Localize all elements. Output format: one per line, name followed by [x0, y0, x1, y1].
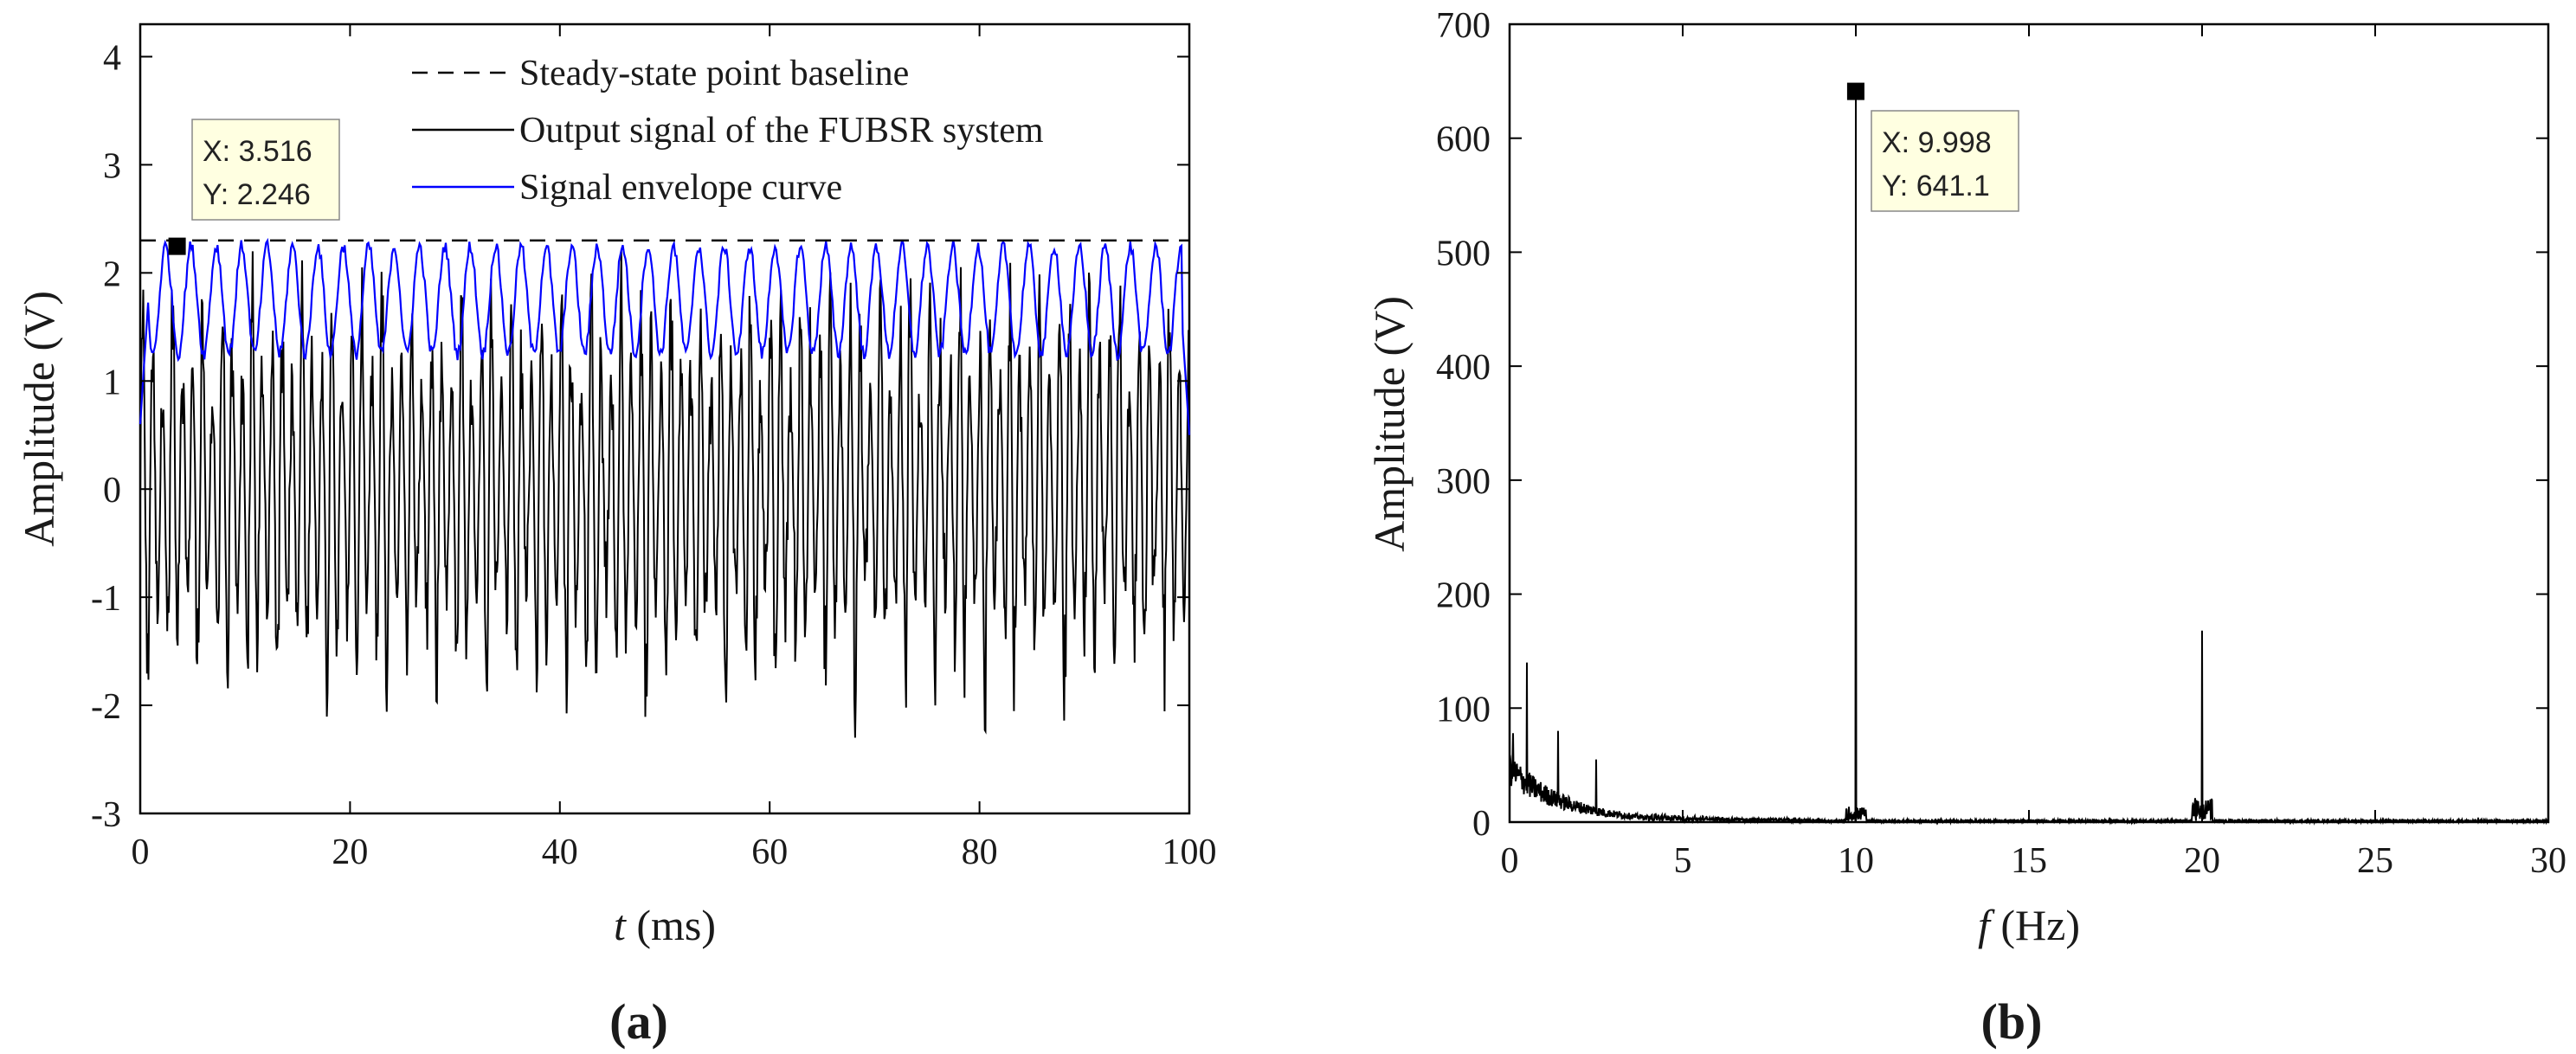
panel-a-datatip-y: Y: 2.246 [203, 178, 311, 211]
panel-b-x-tick-label: 20 [2184, 841, 2220, 881]
panel-b-y-tick-label: 700 [1436, 6, 1491, 46]
panel-a-x-tick-label: 80 [962, 832, 998, 872]
panel-a-ticks: 0 20 40 60 80 100 -3 -2 -1 0 1 2 3 4 [91, 24, 1217, 872]
panel-b-x-tick-label: 15 [2011, 841, 2047, 881]
panel-a-y-tick-label: 4 [103, 38, 121, 78]
panel-b-x-tick-label: 30 [2530, 841, 2566, 881]
panel-a-legend: Steady-state point baseline Output signa… [412, 54, 1044, 208]
panel-b-y-tick-label: 300 [1436, 462, 1491, 502]
panel-b-x-tick-label: 5 [1674, 841, 1692, 881]
panel-b-datatip-box [1871, 110, 2019, 212]
panel-a-x-tick-label: 100 [1162, 832, 1217, 872]
panel-b-datatip-x: X: 9.998 [1882, 126, 1992, 159]
panel-b-x-tick-label: 25 [2357, 841, 2393, 881]
panel-b-y-tick-label: 100 [1436, 690, 1491, 729]
panel-a-plot-area [138, 237, 1191, 738]
panel-a-y-tick-label: 3 [103, 146, 121, 186]
panel-a-datatip-x: X: 3.516 [203, 135, 312, 168]
panel-a-datatip-marker [168, 237, 186, 255]
panel-b-y-tick-label: 500 [1436, 234, 1491, 273]
panel-a-label: (a) [609, 993, 668, 1050]
panel-b-label: (b) [1981, 993, 2043, 1050]
output-signal-line [139, 251, 1190, 738]
panel-b-datatip: X: 9.998 Y: 641.1 [1846, 82, 2019, 212]
panel-a-datatip-box [191, 119, 340, 221]
panel-a-y-tick-label: -3 [91, 795, 121, 835]
panel-a-y-tick-label: 1 [103, 363, 121, 402]
panel-a-x-tick-label: 40 [542, 832, 578, 872]
envelope-curve-line [138, 237, 1191, 435]
legend-output-label: Output signal of the FUBSR system [519, 111, 1044, 151]
panel-a-y-tick-label: 0 [103, 471, 121, 511]
panel-b-y-tick-label: 600 [1436, 120, 1491, 160]
panel-a-y-tick-label: 2 [103, 254, 121, 294]
panel-a-x-tick-label: 0 [132, 832, 150, 872]
legend-baseline-label: Steady-state point baseline [519, 54, 909, 93]
panel-a-x-axis-label: t (ms) [614, 901, 716, 949]
panel-b-axes-box [1508, 22, 2550, 824]
panel-a-y-axis-label: Amplitude (V) [15, 291, 63, 547]
legend-envelope-label: Signal envelope curve [519, 168, 842, 208]
panel-a-y-tick-label: -1 [91, 579, 121, 619]
panel-a-y-tick-label: -2 [91, 687, 121, 727]
panel-b-y-tick-label: 400 [1436, 348, 1491, 388]
panel-b-y-axis-label: Amplitude (V) [1365, 296, 1414, 552]
panel-b-x-axis-label: f (Hz) [1978, 901, 2080, 949]
panel-a-datatip: X: 3.516 Y: 2.246 [168, 119, 340, 255]
panel-a-x-symbol: t [614, 901, 627, 949]
panel-b-x-unit: (Hz) [1990, 901, 2080, 949]
panel-a-x-unit: (ms) [626, 901, 716, 949]
panel-b-y-tick-label: 0 [1472, 804, 1491, 844]
panel-a-x-tick-label: 60 [751, 832, 788, 872]
panel-b-x-tick-label: 0 [1501, 841, 1519, 881]
panel-b-datatip-marker [1846, 82, 1864, 100]
panel-b-x-tick-label: 10 [1838, 841, 1874, 881]
panel-a-chart: 0 20 40 60 80 100 -3 -2 -1 0 1 2 3 4 Amplitude (V) t … [15, 22, 1217, 1050]
panel-b-y-tick-label: 200 [1436, 576, 1491, 616]
panel-a-x-tick-label: 20 [332, 832, 368, 872]
panel-b-datatip-y: Y: 641.1 [1882, 170, 1990, 202]
